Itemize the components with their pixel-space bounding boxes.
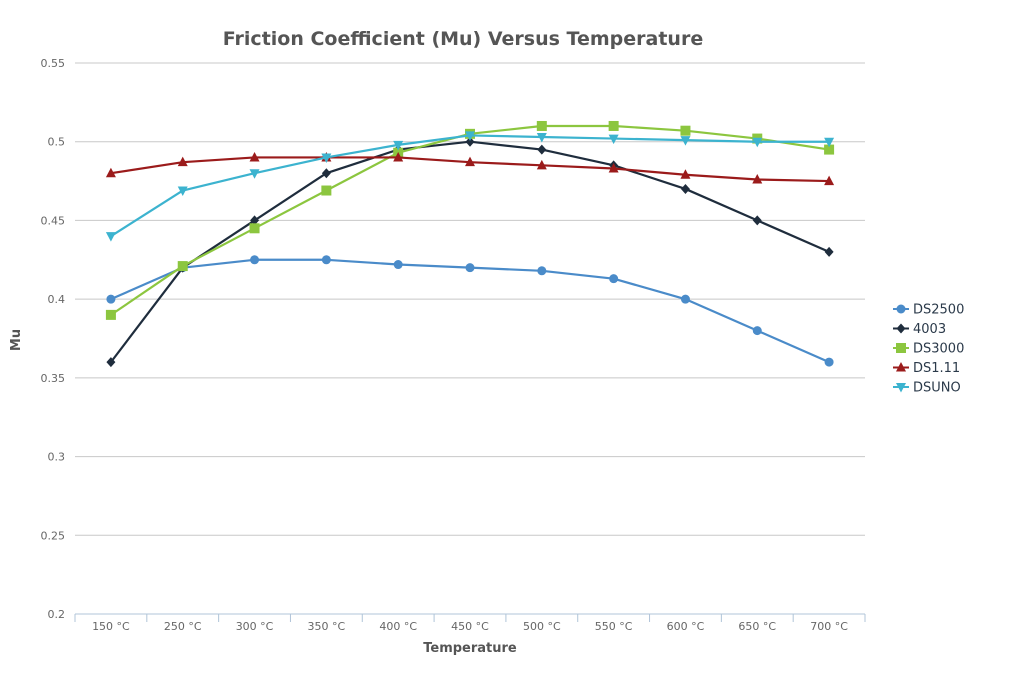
data-point-ds1-11[interactable] (536, 159, 547, 170)
x-tick-label: 250 °C (164, 620, 202, 633)
x-axis-label: Temperature (423, 641, 517, 656)
legend-marker (896, 304, 906, 314)
x-tick-label: 350 °C (308, 620, 346, 633)
data-point-dsuno[interactable] (249, 169, 260, 179)
legend-marker (896, 362, 906, 372)
legend-label: DS1.11 (913, 361, 960, 376)
y-axis-ticks: 0.2 0.25 0.3 0.35 0.4 0.45 0.5 0.55 (41, 57, 66, 621)
data-point-ds3000[interactable] (321, 185, 332, 196)
y-axis-label: Mu (9, 329, 24, 351)
x-tick-label: 400 °C (379, 620, 417, 633)
data-point-dsuno[interactable] (680, 136, 691, 146)
data-point-4003[interactable] (321, 168, 331, 179)
data-point-ds2500[interactable] (250, 255, 260, 265)
data-point-ds1-11[interactable] (465, 156, 475, 167)
y-tick-label: 0.45 (41, 214, 66, 227)
data-point-dsuno[interactable] (608, 134, 619, 145)
series-4003 (106, 136, 834, 368)
y-tick-label: 0.2 (48, 608, 66, 621)
x-tick-label: 600 °C (667, 620, 705, 633)
y-tick-label: 0.55 (41, 57, 66, 70)
legend-item-dsuno[interactable]: DSUNO (893, 381, 961, 396)
data-point-ds1-11[interactable] (249, 151, 260, 162)
data-point-ds2500[interactable] (680, 294, 690, 304)
series-line-4003 (110, 140, 830, 363)
legend: DS2500 4003 DS3000 DS1.11 DSUNO (893, 303, 964, 396)
series-line-dsuno (110, 134, 830, 238)
legend-marker (896, 383, 906, 393)
data-point-dsuno[interactable] (105, 232, 116, 242)
y-tick-label: 0.25 (41, 529, 66, 542)
data-point-ds2500[interactable] (609, 274, 619, 284)
legend-label: DS3000 (913, 342, 964, 357)
y-tick-label: 0.5 (48, 136, 66, 149)
data-point-4003[interactable] (465, 136, 475, 147)
data-point-ds3000[interactable] (249, 223, 260, 234)
data-point-ds2500[interactable] (824, 357, 834, 367)
y-tick-label: 0.3 (48, 451, 66, 464)
legend-item-ds1-11[interactable]: DS1.11 (893, 361, 960, 376)
legend-label: DS2500 (913, 303, 964, 318)
series-line-ds2500 (110, 258, 830, 364)
data-point-ds3000[interactable] (177, 261, 188, 272)
x-tick-label: 500 °C (523, 620, 561, 633)
data-point-dsuno[interactable] (393, 140, 404, 151)
y-tick-label: 0.35 (41, 372, 66, 385)
data-point-ds2500[interactable] (537, 266, 547, 276)
legend-item-4003[interactable]: 4003 (893, 322, 946, 337)
data-point-4003[interactable] (824, 246, 834, 257)
data-point-ds3000[interactable] (105, 309, 116, 320)
data-point-ds1-11[interactable] (177, 156, 188, 167)
legend-label: DSUNO (913, 381, 961, 396)
data-point-ds1-11[interactable] (393, 151, 404, 162)
x-axis: 150 °C 250 °C 300 °C 350 °C 400 °C 450 °C 500 … (74, 613, 866, 633)
data-point-4003[interactable] (752, 215, 762, 226)
gridlines (75, 62, 865, 615)
legend-marker (896, 323, 906, 334)
data-point-ds3000[interactable] (536, 120, 547, 131)
data-point-ds3000[interactable] (824, 144, 835, 155)
data-point-ds2500[interactable] (465, 263, 475, 273)
data-point-4003[interactable] (250, 215, 260, 226)
legend-item-ds2500[interactable]: DS2500 (893, 303, 964, 318)
data-point-4003[interactable] (106, 357, 116, 368)
data-point-4003[interactable] (680, 183, 690, 194)
data-point-ds1-11[interactable] (824, 175, 835, 186)
data-point-ds2500[interactable] (752, 326, 762, 336)
x-tick-label: 300 °C (236, 620, 274, 633)
data-point-ds2500[interactable] (321, 255, 331, 265)
data-point-ds3000[interactable] (680, 125, 691, 136)
data-point-dsuno[interactable] (465, 131, 475, 141)
legend-item-ds3000[interactable]: DS3000 (893, 342, 964, 357)
y-tick-label: 0.4 (48, 293, 66, 306)
legend-label: 4003 (913, 322, 946, 337)
series-ds2500 (106, 255, 834, 367)
data-point-dsuno[interactable] (752, 137, 763, 148)
data-point-dsuno[interactable] (321, 153, 332, 163)
x-tick-label: 650 °C (738, 620, 776, 633)
data-point-dsuno[interactable] (824, 137, 835, 148)
x-tick-label: 700 °C (810, 620, 848, 633)
data-point-ds2500[interactable] (393, 260, 403, 270)
series-dsuno (105, 131, 835, 242)
series-ds1-11 (105, 151, 835, 186)
data-point-ds1-11[interactable] (680, 169, 691, 179)
data-point-dsuno[interactable] (536, 132, 547, 143)
data-point-ds1-11[interactable] (105, 167, 116, 178)
x-tick-label: 150 °C (92, 620, 130, 633)
data-point-ds3000[interactable] (608, 120, 619, 131)
x-tick-label: 550 °C (595, 620, 633, 633)
chart-title: Friction Coefficient (Mu) Versus Tempera… (223, 28, 703, 50)
series-group (105, 120, 835, 368)
data-point-ds2500[interactable] (106, 294, 116, 304)
data-point-ds1-11[interactable] (752, 173, 763, 184)
x-tick-label: 450 °C (451, 620, 489, 633)
data-point-4003[interactable] (537, 144, 547, 155)
data-point-dsuno[interactable] (177, 186, 188, 197)
data-point-ds1-11[interactable] (608, 162, 619, 173)
legend-marker (896, 343, 906, 353)
